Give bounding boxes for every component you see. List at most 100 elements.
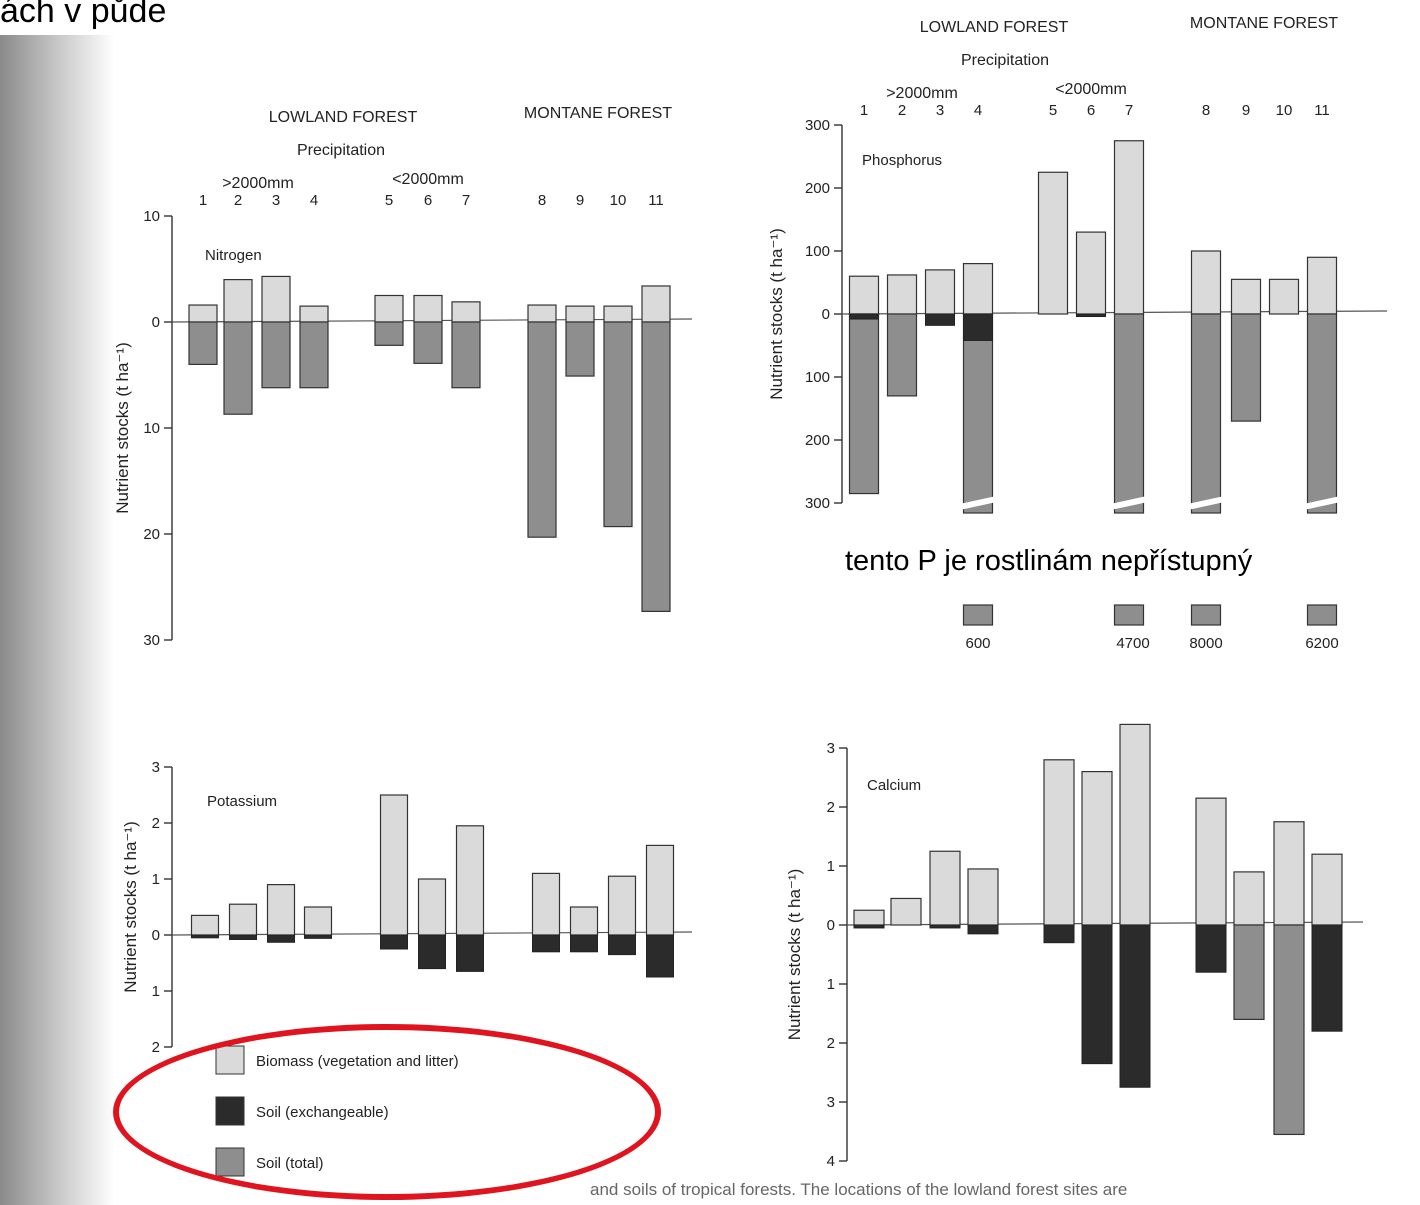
bar-biomass — [603, 305, 633, 323]
bar-biomass — [929, 850, 961, 926]
y-tick-label: 0 — [152, 927, 160, 944]
category-label: 6 — [1087, 102, 1095, 119]
bar-biomass — [848, 275, 880, 315]
category-label: 7 — [1125, 102, 1133, 119]
category-label: 7 — [462, 192, 470, 209]
bar-biomass — [413, 294, 443, 323]
bar-soil-exchangeable — [456, 934, 484, 972]
break-value-label: 600 — [965, 635, 990, 652]
y-tick-label: 3 — [827, 1094, 835, 1111]
y-tick-label: 3 — [152, 759, 160, 776]
y-axis-title: Nutrient stocks (t ha⁻¹) — [113, 342, 132, 513]
bar-biomass — [1190, 250, 1222, 315]
bar-soil-exchangeable — [1311, 924, 1343, 1032]
axis-break-mark — [1186, 496, 1226, 510]
bar-soil-total — [848, 313, 880, 495]
y-tick-label: 1 — [152, 983, 160, 1000]
category-label: 10 — [1276, 102, 1293, 119]
bar-soil-exchangeable — [1076, 313, 1106, 318]
category-label: 3 — [272, 192, 280, 209]
y-tick-label: 100 — [805, 243, 830, 260]
y-tick-label: 0 — [152, 314, 160, 331]
y-tick-label: 3 — [827, 740, 835, 757]
bar-biomass — [1043, 759, 1075, 926]
bar-biomass — [1306, 256, 1338, 315]
figure-caption-fragment: and soils of tropical forests. The locat… — [590, 1180, 1128, 1199]
bar-soil-exchangeable — [418, 934, 446, 970]
bar-soil-total — [886, 313, 918, 397]
bar-soil-total — [413, 321, 443, 364]
bar-soil-total — [451, 321, 481, 389]
header-precip-low: <2000mm — [392, 171, 464, 188]
bar-soil-total-continued — [1306, 604, 1338, 626]
category-label: 10 — [610, 192, 627, 209]
y-tick-label: 2 — [827, 799, 835, 816]
bar-soil-exchangeable — [1081, 924, 1113, 1065]
bar-biomass — [924, 269, 956, 315]
category-label: 4 — [310, 192, 318, 209]
bar-soil-total — [603, 321, 633, 528]
y-tick-label: 200 — [805, 432, 830, 449]
bar-soil-exchangeable — [1119, 924, 1151, 1088]
y-tick-label: 2 — [827, 1035, 835, 1052]
category-label: 6 — [424, 192, 432, 209]
bar-soil-exchangeable — [608, 934, 636, 956]
bar-soil-total — [1306, 313, 1338, 514]
slide-title-fragment: ách v půde — [0, 0, 167, 30]
bar-soil-total-continued — [1113, 604, 1145, 626]
y-tick-label: 200 — [805, 180, 830, 197]
y-tick-label: 10 — [143, 420, 160, 437]
bar-biomass — [1075, 231, 1107, 315]
header-precip-low: <2000mm — [1055, 81, 1127, 98]
y-tick-label: 300 — [805, 495, 830, 512]
bar-biomass — [1195, 797, 1227, 926]
axis-break-mark — [958, 496, 998, 510]
panel-label: Potassium — [207, 793, 277, 810]
bar-soil-exchangeable — [1195, 924, 1227, 973]
y-tick-label: 20 — [143, 526, 160, 543]
bar-biomass — [190, 914, 220, 936]
panel-label: Nitrogen — [205, 247, 262, 264]
bar-biomass — [531, 872, 561, 936]
scan-edge-shading — [0, 35, 115, 1205]
bar-soil-total — [1233, 924, 1265, 1021]
bar-biomass — [451, 301, 481, 323]
bar-soil-total — [1230, 313, 1262, 422]
bar-biomass — [1230, 278, 1262, 315]
chart-panel-nitrogen — [164, 215, 693, 641]
bar-biomass — [379, 794, 409, 936]
bar-soil-exchangeable — [267, 934, 295, 943]
panel-label: Calcium — [867, 777, 921, 794]
bar-biomass — [1037, 171, 1069, 315]
bar-biomass — [853, 909, 885, 926]
bar-soil-exchangeable — [849, 313, 879, 320]
bar-soil-total — [299, 321, 329, 389]
bar-soil-total — [223, 321, 253, 415]
bar-biomass — [223, 279, 253, 323]
break-value-label: 6200 — [1305, 635, 1338, 652]
bar-biomass — [607, 875, 637, 936]
header-lowland-forest: LOWLAND FOREST — [269, 109, 418, 126]
bar-biomass — [962, 263, 994, 315]
panel-label: Phosphorus — [862, 152, 942, 169]
axis-break-mark — [1109, 496, 1149, 510]
bar-biomass — [1113, 140, 1145, 315]
y-tick-label: 1 — [827, 976, 835, 993]
bar-biomass — [641, 285, 671, 323]
header-montane-forest: MONTANE FOREST — [524, 105, 672, 122]
bar-biomass — [303, 906, 333, 936]
legend-highlight-ring — [113, 1024, 661, 1200]
category-label: 1 — [860, 102, 868, 119]
bar-biomass — [455, 825, 485, 936]
category-label: 1 — [199, 192, 207, 209]
y-tick-label: 2 — [152, 815, 160, 832]
chart-panel-phosphorus — [834, 124, 1388, 626]
y-tick-label: 1 — [152, 871, 160, 888]
bar-soil-exchangeable — [570, 934, 598, 953]
bar-soil-exchangeable — [191, 934, 219, 939]
header-precipitation: Precipitation — [297, 142, 385, 159]
header-lowland-forest: LOWLAND FOREST — [920, 19, 1069, 36]
header-precip-high: >2000mm — [222, 175, 294, 192]
bar-biomass — [261, 275, 291, 323]
category-label: 3 — [936, 102, 944, 119]
